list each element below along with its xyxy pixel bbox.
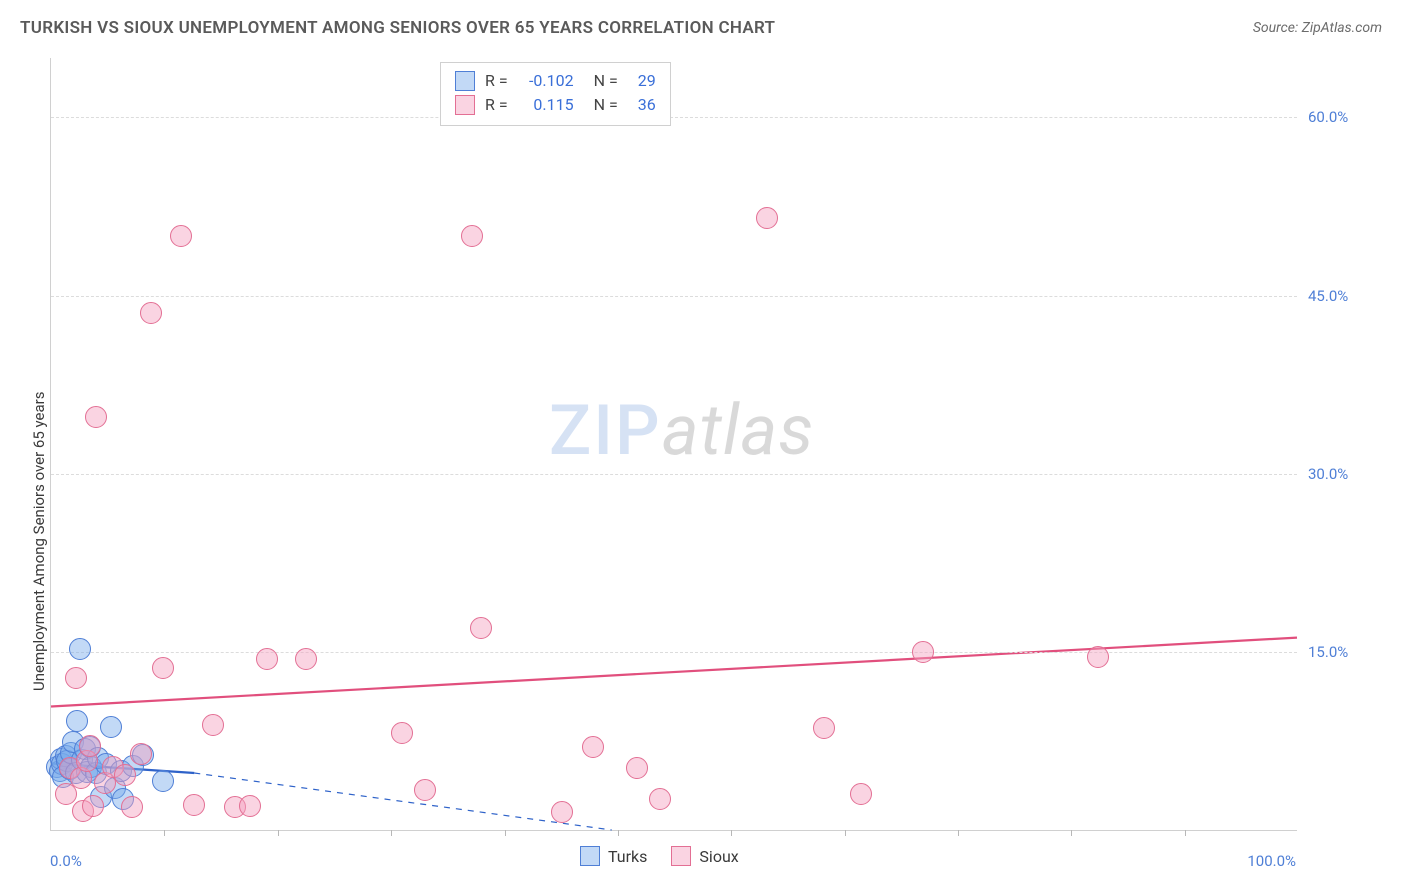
turks-marker [69, 638, 91, 660]
y-axis-label: Unemployment Among Seniors over 65 years [30, 392, 48, 691]
gridline [51, 652, 1297, 653]
x-tick-label: 0.0% [50, 852, 82, 870]
sioux-marker [65, 667, 87, 689]
plot-area: ZIPatlas [50, 58, 1297, 831]
x-tick [958, 830, 959, 836]
source-name: ZipAtlas.com [1302, 20, 1382, 36]
sioux-marker [183, 794, 205, 816]
sioux-marker [626, 757, 648, 779]
sioux-marker [414, 779, 436, 801]
sioux-marker [239, 795, 261, 817]
y-tick-label: 30.0% [1308, 465, 1348, 483]
sioux-marker [85, 406, 107, 428]
turks-marker [100, 716, 122, 738]
y-tick-label: 60.0% [1308, 108, 1348, 126]
sioux-swatch [455, 95, 475, 115]
sioux-marker [850, 783, 872, 805]
turks-swatch [580, 846, 600, 866]
legend-item-label: Turks [608, 847, 647, 866]
legend-item-label: Sioux [699, 847, 738, 866]
legend-N-value-sioux: 36 [628, 93, 656, 117]
watermark: ZIPatlas [549, 390, 814, 472]
sioux-marker [461, 225, 483, 247]
sioux-marker [582, 736, 604, 758]
legend-item-turks: Turks [580, 846, 647, 866]
gridline [51, 117, 1297, 118]
gridline [51, 474, 1297, 475]
turks-marker [152, 770, 174, 792]
sioux-marker [82, 795, 104, 817]
sioux-marker [114, 764, 136, 786]
sioux-marker [813, 717, 835, 739]
sioux-marker [295, 648, 317, 670]
legend-N-label: N = [594, 93, 618, 117]
y-tick-label: 15.0% [1308, 643, 1348, 661]
chart-title: TURKISH VS SIOUX UNEMPLOYMENT AMONG SENI… [20, 18, 775, 38]
sioux-marker [152, 657, 174, 679]
legend-R-label: R = [485, 93, 508, 117]
sioux-marker [130, 743, 152, 765]
sioux-marker [551, 801, 573, 823]
series-legend: Turks Sioux [580, 846, 739, 866]
sioux-marker [649, 788, 671, 810]
x-tick [278, 830, 279, 836]
x-tick [505, 830, 506, 836]
legend-row-sioux: R = 0.115 N = 36 [455, 93, 656, 117]
sioux-marker [170, 225, 192, 247]
x-tick [1071, 830, 1072, 836]
x-tick [164, 830, 165, 836]
legend-row-turks: R = -0.102 N = 29 [455, 69, 656, 93]
x-tick [731, 830, 732, 836]
sioux-marker [202, 714, 224, 736]
sioux-marker [79, 735, 101, 757]
y-tick-label: 45.0% [1308, 287, 1348, 305]
watermark-zip: ZIP [549, 390, 662, 472]
watermark-atlas: atlas [662, 390, 815, 472]
x-tick [618, 830, 619, 836]
legend-item-sioux: Sioux [671, 846, 738, 866]
legend-N-label: N = [594, 69, 618, 93]
source-credit: Source: ZipAtlas.com [1253, 20, 1382, 36]
sioux-marker [470, 617, 492, 639]
trend-lines-layer [51, 58, 1297, 830]
sioux-marker [1087, 646, 1109, 668]
x-tick-label: 100.0% [1247, 852, 1296, 870]
legend-R-value-turks: -0.102 [518, 69, 574, 93]
x-tick [845, 830, 846, 836]
x-tick [391, 830, 392, 836]
source-prefix: Source: [1253, 20, 1302, 36]
sioux-marker [912, 641, 934, 663]
correlation-legend: R = -0.102 N = 29 R = 0.115 N = 36 [440, 62, 671, 126]
sioux-marker [756, 207, 778, 229]
turks-marker [66, 710, 88, 732]
sioux-marker [256, 648, 278, 670]
gridline [51, 296, 1297, 297]
turks-swatch [455, 71, 475, 91]
legend-R-value-sioux: 0.115 [518, 93, 574, 117]
sioux-marker [121, 796, 143, 818]
x-tick [1185, 830, 1186, 836]
sioux-marker [391, 722, 413, 744]
legend-R-label: R = [485, 69, 508, 93]
sioux-marker [140, 302, 162, 324]
sioux-trend-line [51, 638, 1297, 707]
legend-N-value-turks: 29 [628, 69, 656, 93]
sioux-swatch [671, 846, 691, 866]
